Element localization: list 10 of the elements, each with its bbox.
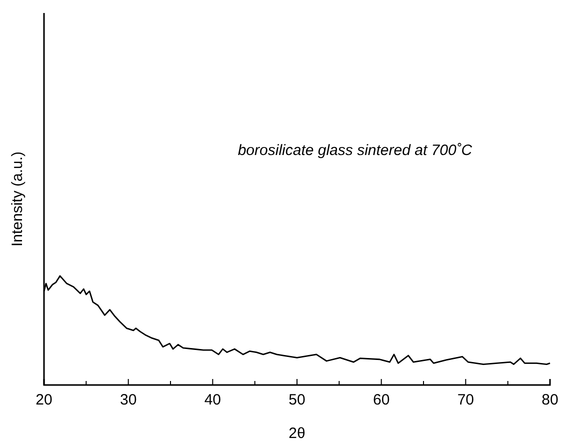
x-tick-label: 70: [457, 392, 474, 409]
x-tick-label: 20: [36, 392, 52, 409]
text: borosilicate glass sintered at 700˚C: [238, 142, 472, 159]
x-tick-label: 50: [288, 392, 306, 409]
x-tick-label: 30: [120, 392, 137, 409]
x-axis-title: 2θ: [288, 425, 306, 442]
x-tick-label: 40: [204, 392, 222, 409]
y-axis-title: Intensity (a.u.): [9, 151, 26, 247]
x-tick-label: 80: [542, 392, 558, 409]
x-tick-label: 60: [372, 392, 390, 409]
